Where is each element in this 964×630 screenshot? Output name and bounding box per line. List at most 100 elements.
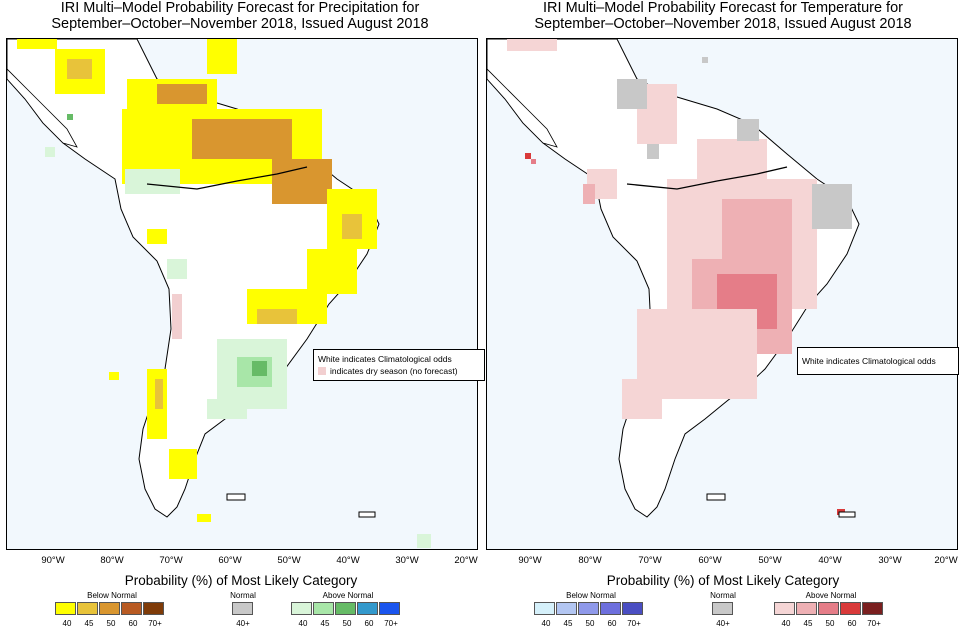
temp-title-line2: September–October–November 2018, Issued …	[534, 16, 912, 32]
temp-below-swatches	[534, 602, 644, 615]
legend-tick: 60	[364, 619, 374, 628]
temp-legend-heading: Probability (%) of Most Likely Category	[606, 573, 840, 588]
legend-swatch	[534, 602, 555, 615]
legend-swatch	[712, 602, 733, 615]
precip-above-swatches	[291, 602, 401, 615]
legend-tick: 50	[342, 619, 352, 628]
precip-lon-label: 40°W	[336, 555, 360, 566]
legend-tick: 40	[62, 619, 72, 628]
legend-tick: 45	[84, 619, 94, 628]
temp-normal-swatches	[712, 602, 734, 615]
legend-swatch	[379, 602, 400, 615]
legend-tick: 50	[585, 619, 595, 628]
precip-lon-label: 60°W	[218, 555, 242, 566]
precip-map	[6, 38, 478, 550]
precip-map-svg	[7, 39, 431, 548]
precip-normal-swatches	[232, 602, 254, 615]
legend-swatch	[335, 602, 356, 615]
temp-normal-label: Normal	[710, 591, 736, 600]
legend-tick: 40+	[236, 619, 250, 628]
temp-lon-label: 90°W	[518, 555, 542, 566]
precip-dry-season-area	[172, 294, 182, 339]
precip-lon-label: 90°W	[41, 555, 65, 566]
precip-above-label: Above Normal	[322, 591, 374, 600]
precip-lon-label: 80°W	[100, 555, 124, 566]
legend-tick: 45	[803, 619, 813, 628]
legend-swatch	[818, 602, 839, 615]
legend-swatch	[55, 602, 76, 615]
legend-tick: 50	[106, 619, 116, 628]
legend-tick: 45	[320, 619, 330, 628]
precip-above-normal-areas	[45, 114, 431, 548]
legend-tick: 70+	[148, 619, 162, 628]
legend-tick: 60	[607, 619, 617, 628]
precip-below-label: Below Normal	[87, 591, 137, 600]
temp-normal-areas	[617, 57, 852, 229]
legend-swatch	[556, 602, 577, 615]
legend-swatch	[774, 602, 795, 615]
legend-tick: 45	[563, 619, 573, 628]
precip-note-line2-row: indicates dry season (no forecast)	[318, 365, 480, 377]
legend-swatch	[232, 602, 253, 615]
falkland-islands	[706, 493, 726, 501]
temp-above-swatches	[774, 602, 884, 615]
legend-tick: 70+	[627, 619, 641, 628]
legend-tick: 70+	[867, 619, 881, 628]
temp-lon-label: 70°W	[638, 555, 662, 566]
precip-note-line2: indicates dry season (no forecast)	[330, 366, 458, 376]
temp-lon-axis: 90°W 80°W 70°W 60°W 50°W 40°W 30°W 20°W	[486, 555, 958, 569]
temp-title-line1: IRI Multi–Model Probability Forecast for…	[543, 0, 903, 16]
temp-lon-label: 40°W	[818, 555, 842, 566]
legend-tick: 70+	[384, 619, 398, 628]
temp-lon-label: 50°W	[758, 555, 782, 566]
temp-note-line1: White indicates Climatological odds	[802, 356, 936, 366]
temp-lon-label: 20°W	[934, 555, 958, 566]
precip-title-line1: IRI Multi–Model Probability Forecast for…	[60, 0, 420, 16]
legend-swatch	[291, 602, 312, 615]
south-georgia-island	[838, 511, 856, 518]
legend-tick: 40+	[716, 619, 730, 628]
precip-lon-label: 30°W	[395, 555, 419, 566]
temp-map-svg	[487, 39, 860, 518]
precip-lon-axis: 90°W 80°W 70°W 60°W 50°W 40°W 30°W 20°W	[6, 555, 478, 569]
legend-swatch	[578, 602, 599, 615]
legend-swatch	[862, 602, 883, 615]
panama-land	[7, 68, 78, 148]
temp-above-normal-areas	[507, 39, 845, 515]
temp-lon-label: 80°W	[578, 555, 602, 566]
legend-tick: 60	[128, 619, 138, 628]
legend-tick: 50	[825, 619, 835, 628]
precip-title: IRI Multi–Model Probability Forecast for…	[0, 0, 480, 32]
precip-note-line1: White indicates Climatological odds	[318, 354, 452, 364]
dry-season-swatch	[318, 367, 326, 375]
precip-below-swatches	[55, 602, 165, 615]
temp-lon-label: 30°W	[878, 555, 902, 566]
legend-swatch	[121, 602, 142, 615]
precip-lon-label: 20°W	[454, 555, 478, 566]
legend-swatch	[357, 602, 378, 615]
legend-swatch	[600, 602, 621, 615]
legend-tick: 60	[847, 619, 857, 628]
temp-title: IRI Multi–Model Probability Forecast for…	[482, 0, 964, 32]
temp-above-label: Above Normal	[805, 591, 857, 600]
panama-land	[487, 68, 558, 148]
temp-map	[486, 38, 958, 550]
legend-swatch	[143, 602, 164, 615]
legend-swatch	[99, 602, 120, 615]
amazon-river	[626, 166, 788, 190]
falkland-islands	[226, 493, 246, 501]
legend-tick: 40	[541, 619, 551, 628]
legend-swatch	[313, 602, 334, 615]
legend-swatch	[796, 602, 817, 615]
precip-lon-label: 50°W	[277, 555, 301, 566]
legend-swatch	[840, 602, 861, 615]
temp-below-label: Below Normal	[566, 591, 616, 600]
south-georgia-island	[358, 511, 376, 518]
precip-title-line2: September–October–November 2018, Issued …	[51, 16, 429, 32]
amazon-river	[146, 166, 308, 190]
temp-lon-label: 60°W	[698, 555, 722, 566]
precip-note-box: White indicates Climatological odds indi…	[313, 349, 485, 381]
legend-tick: 40	[298, 619, 308, 628]
precip-normal-label: Normal	[230, 591, 256, 600]
legend-swatch	[622, 602, 643, 615]
